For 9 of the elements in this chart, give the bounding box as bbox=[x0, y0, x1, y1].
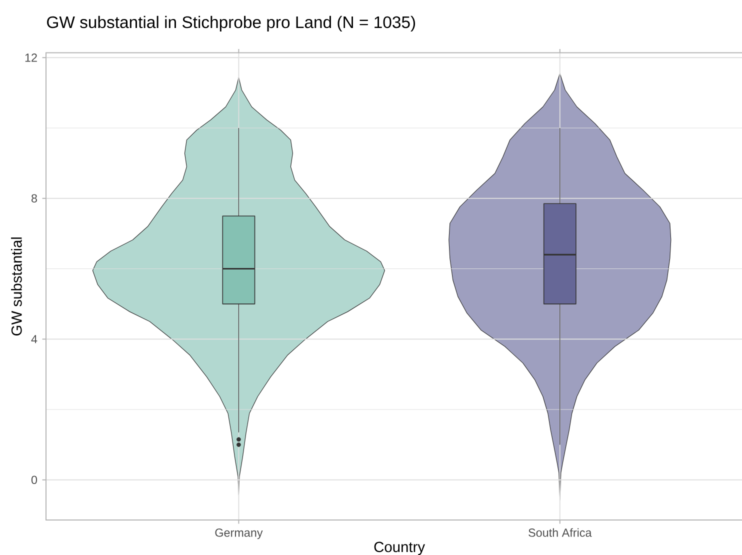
y-tick-label: 4 bbox=[31, 335, 38, 344]
chart-title: GW substantial in Stichprobe pro Land (N = 1035) bbox=[47, 16, 416, 32]
y-tick-label: 8 bbox=[32, 194, 37, 203]
y-tick-label: 0 bbox=[31, 476, 38, 484]
y-tick-label: 12 bbox=[25, 54, 37, 62]
x-tick-label: South Africa bbox=[528, 528, 592, 537]
x-tick-label: Germany bbox=[215, 528, 263, 540]
y-axis-title: GW substantial bbox=[11, 238, 22, 336]
x-axis-title: Country bbox=[374, 542, 426, 555]
